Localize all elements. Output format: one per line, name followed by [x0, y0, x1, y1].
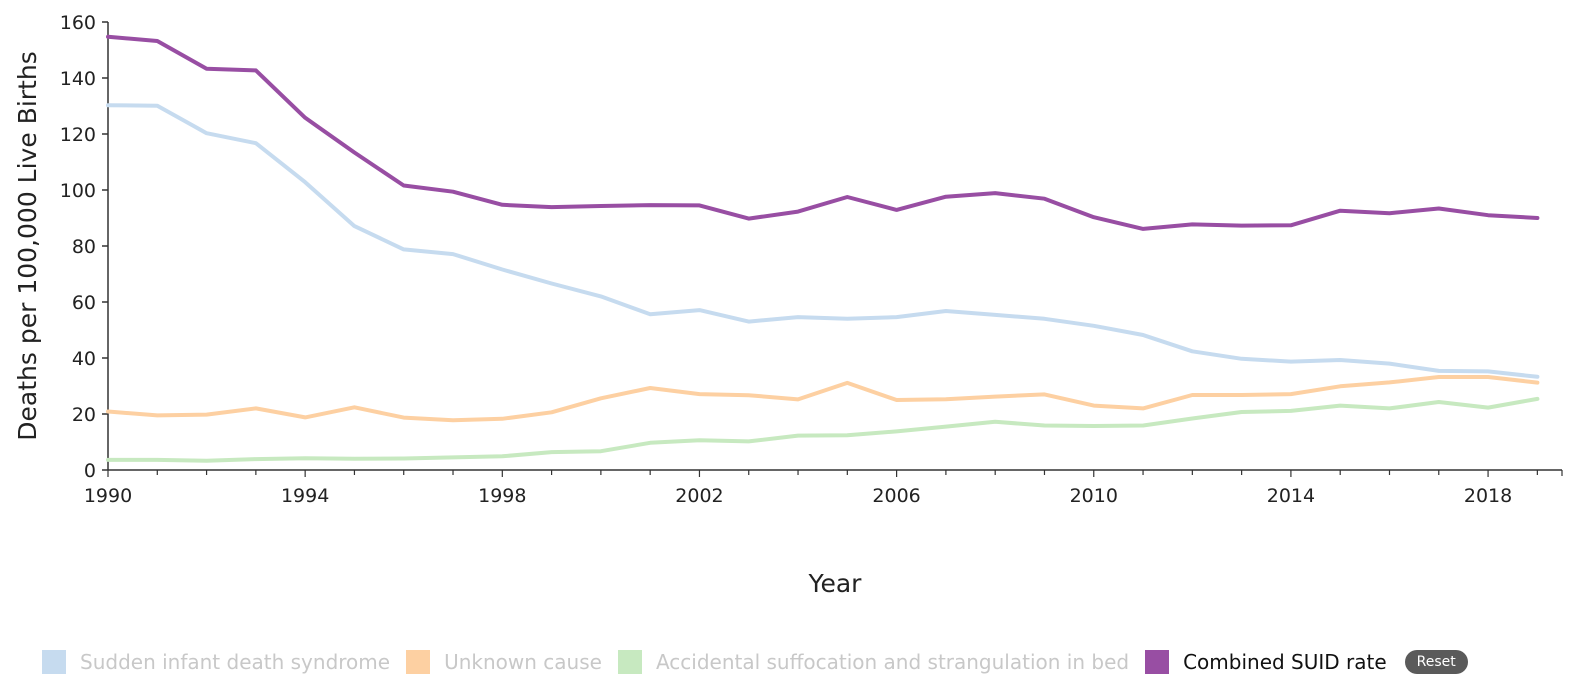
- y-tick-label: 160: [60, 12, 96, 34]
- legend-swatch-sids: [42, 650, 66, 674]
- legend-swatch-combined-suid: [1145, 650, 1170, 674]
- axes: 0 20 40 60 80 100 120 140 160 1990 1994 1998 2002 200…: [60, 12, 1563, 507]
- legend-label: Unknown cause: [444, 650, 602, 674]
- y-tick-label: 40: [72, 348, 96, 370]
- legend-item-combined-suid[interactable]: Combined SUID rate: [1145, 650, 1387, 674]
- x-tick-label: 2006: [872, 485, 920, 507]
- y-tick-label: 100: [60, 180, 96, 202]
- series-line-unknown-cause: [106, 375, 1540, 423]
- legend-swatch-asscb: [617, 650, 642, 674]
- reset-button[interactable]: Reset: [1404, 650, 1468, 674]
- series-line-sids: [106, 103, 1540, 379]
- x-axis-title: Year: [808, 569, 863, 598]
- series-line-combined-suid: [106, 34, 1540, 231]
- series-lines: [106, 34, 1540, 463]
- legend-label: Sudden infant death syndrome: [80, 650, 391, 674]
- legend-label: Accidental suffocation and strangulation…: [655, 650, 1130, 674]
- x-tick-label: 1990: [84, 485, 132, 507]
- y-tick-label: 120: [60, 124, 96, 146]
- x-tick-label: 2014: [1267, 485, 1315, 507]
- legend: Sudden infant death syndrome Unknown cau…: [42, 645, 1468, 679]
- legend-item-sids[interactable]: Sudden infant death syndrome: [42, 650, 390, 674]
- legend-item-asscb[interactable]: Accidental suffocation and strangulation…: [617, 650, 1130, 674]
- y-tick-label: 0: [84, 460, 96, 482]
- line-chart: 0 20 40 60 80 100 120 140 160 1990 1994 1998 2002 200…: [13, 12, 1563, 598]
- x-tick-label: 2018: [1464, 485, 1512, 507]
- legend-swatch-unknown-cause: [406, 650, 431, 674]
- x-tick-label: 2002: [675, 485, 723, 507]
- legend-item-unknown-cause[interactable]: Unknown cause: [406, 650, 602, 674]
- x-tick-label: 1994: [281, 485, 329, 507]
- x-tick-label: 1998: [478, 485, 526, 507]
- legend-label: Combined SUID rate: [1183, 650, 1387, 674]
- y-tick-label: 20: [72, 404, 96, 426]
- y-axis-title: Deaths per 100,000 Live Births: [13, 51, 42, 440]
- series-line-asscb: [106, 396, 1540, 463]
- y-tick-label: 140: [60, 68, 96, 90]
- y-tick-label: 60: [72, 292, 96, 314]
- x-tick-label: 2010: [1070, 485, 1118, 507]
- y-tick-label: 80: [72, 236, 96, 258]
